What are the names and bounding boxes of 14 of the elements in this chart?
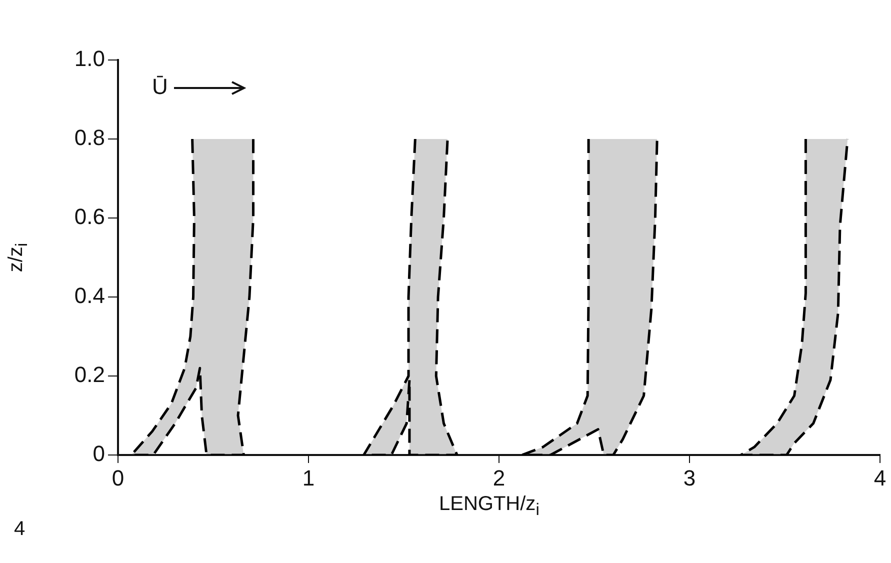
y-tick-label: 0.8 xyxy=(74,125,105,150)
y-tick-label: 0.4 xyxy=(74,283,105,308)
text: 4 xyxy=(14,518,26,541)
x-axis-title: LENGTH/z$_{i}$ xyxy=(439,493,540,520)
annotation: Ū xyxy=(152,74,168,100)
x-tick-label: 2 xyxy=(492,465,506,490)
y-tick-label: 0.6 xyxy=(74,204,105,230)
x-tick-label: 4 xyxy=(874,465,886,490)
x-tick-label: 3 xyxy=(683,465,696,490)
y-tick-label: 0 xyxy=(92,441,105,466)
y-tick-label: 0.2 xyxy=(74,362,105,388)
y-tick-label: 1.0 xyxy=(74,46,105,72)
x-tick-label: 0 xyxy=(112,465,124,490)
x-tick-label: 1 xyxy=(302,465,315,490)
